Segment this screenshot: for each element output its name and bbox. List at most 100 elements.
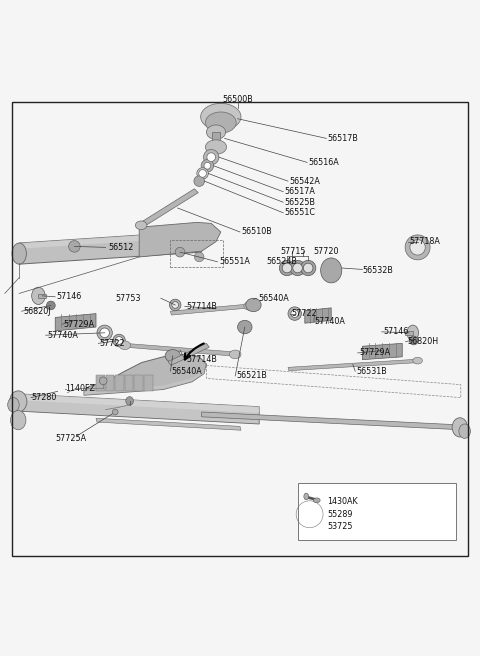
- Ellipse shape: [10, 391, 27, 412]
- Bar: [405, 331, 413, 335]
- Circle shape: [97, 325, 112, 340]
- Text: 57740A: 57740A: [47, 331, 78, 340]
- Polygon shape: [202, 412, 461, 430]
- Polygon shape: [84, 354, 206, 395]
- Circle shape: [115, 337, 123, 344]
- Ellipse shape: [459, 424, 470, 438]
- Circle shape: [303, 263, 313, 273]
- Circle shape: [410, 239, 425, 255]
- Circle shape: [199, 170, 206, 177]
- Text: 56517A: 56517A: [285, 187, 315, 196]
- Circle shape: [306, 510, 313, 518]
- Text: 1140FZ: 1140FZ: [65, 384, 95, 394]
- Text: 57714B: 57714B: [186, 355, 217, 363]
- Ellipse shape: [244, 302, 255, 310]
- Polygon shape: [55, 314, 96, 331]
- Polygon shape: [96, 419, 241, 430]
- Text: 56524B: 56524B: [266, 257, 297, 266]
- Text: 55289: 55289: [327, 510, 353, 519]
- Ellipse shape: [112, 409, 118, 415]
- Text: 56510B: 56510B: [241, 228, 272, 237]
- Polygon shape: [170, 304, 251, 315]
- Ellipse shape: [238, 320, 252, 334]
- Text: 57280: 57280: [31, 393, 57, 402]
- Circle shape: [300, 260, 316, 276]
- Text: 56516A: 56516A: [309, 158, 339, 167]
- Text: 56531B: 56531B: [357, 367, 387, 376]
- Ellipse shape: [194, 252, 204, 262]
- Circle shape: [169, 299, 181, 311]
- Circle shape: [306, 523, 313, 530]
- Text: 57725A: 57725A: [55, 434, 86, 443]
- Circle shape: [279, 260, 295, 276]
- Ellipse shape: [119, 341, 131, 350]
- Ellipse shape: [99, 377, 107, 384]
- Bar: [134, 375, 143, 392]
- Text: 57729A: 57729A: [359, 348, 390, 358]
- Circle shape: [207, 153, 216, 161]
- Polygon shape: [168, 343, 209, 365]
- Text: 53725: 53725: [327, 522, 353, 531]
- Bar: [298, 483, 456, 540]
- Text: 57715: 57715: [281, 247, 306, 256]
- Ellipse shape: [407, 325, 419, 340]
- Ellipse shape: [47, 301, 55, 310]
- Ellipse shape: [32, 287, 45, 304]
- Circle shape: [291, 310, 299, 318]
- Circle shape: [172, 302, 179, 308]
- Text: 57729A: 57729A: [64, 319, 95, 329]
- Bar: [144, 375, 153, 392]
- Bar: [38, 294, 46, 298]
- Polygon shape: [19, 231, 202, 249]
- Text: 56551A: 56551A: [219, 257, 250, 266]
- Polygon shape: [305, 308, 331, 323]
- Ellipse shape: [413, 358, 422, 364]
- Circle shape: [304, 521, 315, 533]
- Circle shape: [100, 328, 109, 338]
- Text: 56500B: 56500B: [222, 96, 253, 104]
- Polygon shape: [125, 343, 236, 356]
- Text: 57146: 57146: [57, 293, 82, 301]
- Ellipse shape: [11, 411, 26, 430]
- Ellipse shape: [321, 258, 342, 283]
- Ellipse shape: [135, 221, 147, 230]
- Ellipse shape: [175, 247, 185, 257]
- Text: 56542A: 56542A: [289, 176, 320, 186]
- Polygon shape: [362, 343, 402, 359]
- Text: 57753: 57753: [115, 294, 141, 302]
- Circle shape: [405, 235, 430, 260]
- Bar: [96, 375, 105, 392]
- Text: 57720: 57720: [313, 247, 338, 256]
- Text: 56540A: 56540A: [258, 294, 289, 302]
- Ellipse shape: [69, 241, 80, 252]
- Ellipse shape: [205, 112, 236, 133]
- Text: 1430AK: 1430AK: [327, 497, 358, 506]
- Ellipse shape: [229, 350, 241, 359]
- Bar: [125, 375, 133, 392]
- Circle shape: [197, 168, 208, 179]
- Ellipse shape: [165, 350, 180, 362]
- Ellipse shape: [205, 140, 227, 154]
- Text: 57722: 57722: [100, 339, 125, 348]
- Text: 57714B: 57714B: [186, 302, 217, 311]
- Text: 57740A: 57740A: [314, 317, 345, 326]
- Bar: [212, 132, 220, 146]
- Text: 57722: 57722: [292, 309, 317, 318]
- Text: 56532B: 56532B: [362, 266, 393, 275]
- Ellipse shape: [206, 125, 226, 139]
- Ellipse shape: [201, 104, 241, 131]
- Circle shape: [204, 150, 219, 165]
- Polygon shape: [17, 394, 259, 424]
- Polygon shape: [19, 231, 202, 264]
- Text: 57718A: 57718A: [409, 237, 440, 246]
- Bar: [106, 375, 114, 392]
- Circle shape: [303, 508, 316, 521]
- Text: 56820J: 56820J: [23, 307, 50, 316]
- Text: 56820H: 56820H: [407, 337, 438, 346]
- Text: 56521B: 56521B: [237, 371, 267, 380]
- Text: 56525B: 56525B: [285, 197, 316, 207]
- Ellipse shape: [304, 493, 309, 500]
- Ellipse shape: [12, 243, 26, 264]
- Ellipse shape: [8, 398, 19, 412]
- Text: 56512: 56512: [108, 243, 133, 252]
